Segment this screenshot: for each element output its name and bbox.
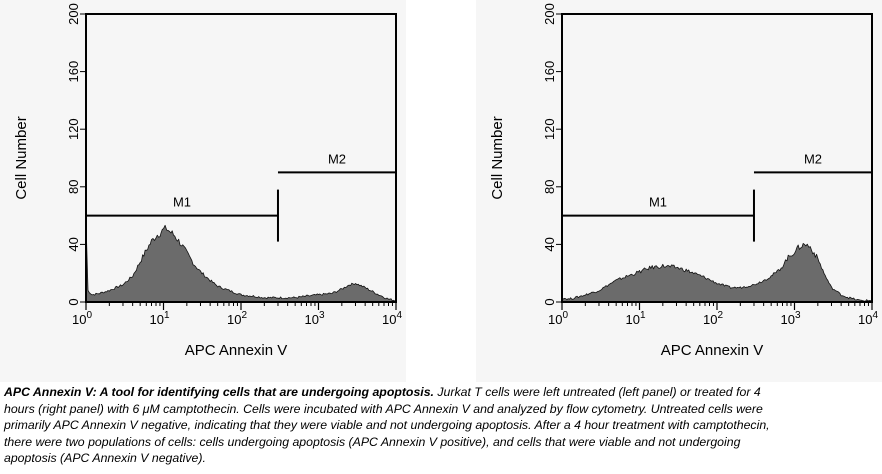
histogram-area [85, 221, 397, 303]
x-tick-label: 100 [72, 310, 92, 327]
x-tick-label: 103 [780, 310, 800, 327]
histogram-right: 0 40 80 120 160 200 Cell Number 100 101 102 103 104… [489, 3, 878, 359]
x-tick-label: 103 [304, 310, 324, 327]
figure-caption: APC Annexin V: A tool for identifying ce… [4, 384, 794, 467]
x-axis-label: APC Annexin V [661, 342, 764, 359]
x-tick-label: 102 [703, 310, 723, 327]
y-tick-label: 80 [542, 180, 557, 194]
x-tick-label: 104 [858, 310, 878, 327]
y-tick-label: 0 [542, 298, 557, 305]
y-tick-label: 200 [542, 3, 557, 25]
gate-label-m2: M2 [328, 151, 346, 166]
gate-label-m1: M1 [649, 195, 667, 210]
y-tick-label: 160 [66, 61, 81, 83]
x-tick-label: 104 [382, 310, 402, 327]
x-tick-label: 101 [149, 310, 169, 327]
caption-body: Jurkat T cells were left untreated (left… [4, 385, 770, 466]
chart-panel-right [476, 0, 882, 382]
y-tick-label: 0 [66, 298, 81, 305]
x-tick-label: 101 [625, 310, 645, 327]
y-tick-label: 160 [542, 61, 557, 83]
gate-label-m2: M2 [804, 151, 822, 166]
plot-frame [85, 13, 397, 303]
histogram-left: 0 40 80 120 160 200 Cell Number 100 101 102 103 104… [13, 3, 402, 359]
y-axis-label: Cell Number [13, 116, 30, 199]
gate-label-m1: M1 [173, 195, 191, 210]
y-tick-label: 40 [66, 237, 81, 251]
plot-frame [561, 13, 873, 303]
y-tick-label: 120 [542, 118, 557, 140]
caption-title: APC Annexin V: A tool for identifying ce… [4, 385, 434, 399]
x-axis-label: APC Annexin V [185, 342, 288, 359]
y-tick-label: 120 [66, 118, 81, 140]
y-axis-label: Cell Number [489, 116, 506, 199]
chart-panel-left [0, 0, 406, 382]
x-tick-label: 102 [227, 310, 247, 327]
y-tick-label: 200 [66, 3, 81, 25]
histogram-area [561, 243, 873, 303]
y-tick-label: 80 [66, 180, 81, 194]
x-tick-label: 100 [548, 310, 568, 327]
y-tick-label: 40 [542, 237, 557, 251]
